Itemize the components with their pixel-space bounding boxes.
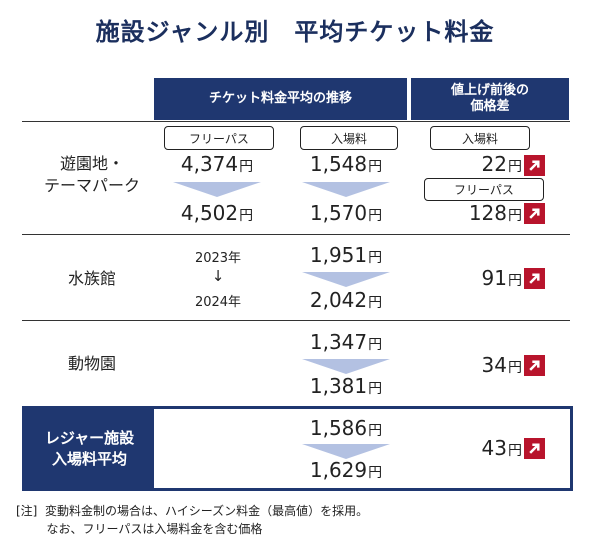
aquarium-2024: 2,042円	[309, 288, 383, 312]
aquarium-diff: 91円	[481, 266, 522, 290]
year-2023: 2023年	[194, 251, 242, 266]
row-label-aquarium: 水族館	[67, 269, 116, 288]
down-arrow-shape	[302, 359, 390, 374]
row-separator	[22, 320, 570, 321]
park-free-pass-2023: 4,374円	[180, 152, 254, 176]
row-label-leisure-average: レジャー施設 入場料平均	[25, 409, 154, 488]
park-admission-diff: 22円	[481, 152, 522, 176]
footnote-line-1: [注] 変動料金制の場合は、ハイシーズン料金（最高値）を採用。	[16, 504, 369, 518]
zoo-2024: 1,381円	[309, 374, 383, 398]
down-arrow-shape	[302, 182, 390, 197]
arrow-up-right-icon	[524, 438, 545, 459]
row-label-zoo: 動物園	[67, 354, 116, 373]
row-label-amusement-park: 遊園地・ テーマパーク	[43, 154, 140, 195]
average-diff: 43円	[481, 436, 522, 460]
down-arrow-icon: ↓	[211, 267, 225, 285]
pill-admission-diff: 入場料	[430, 126, 530, 150]
average-2024: 1,629円	[309, 458, 383, 482]
arrow-up-right-icon	[524, 355, 545, 376]
header-price-diff: 値上げ前後の 価格差	[411, 78, 569, 120]
arrow-up-right-icon	[524, 155, 545, 176]
footnote-line-2: なお、フリーパスは入場料金を含む価格	[16, 522, 263, 536]
park-admission-2024: 1,570円	[309, 201, 383, 225]
down-arrow-shape	[173, 182, 261, 197]
down-arrow-shape	[302, 272, 390, 287]
aquarium-2023: 1,951円	[309, 243, 383, 267]
row-separator	[22, 121, 570, 122]
year-2024: 2024年	[194, 295, 242, 310]
zoo-diff: 34円	[481, 353, 522, 377]
park-free-pass-2024: 4,502円	[180, 201, 254, 225]
arrow-up-right-icon	[524, 268, 545, 289]
average-row-box	[22, 406, 573, 491]
header-trend: チケット料金平均の推移	[154, 78, 407, 120]
pill-free-pass-diff: フリーパス	[424, 178, 544, 201]
park-free-pass-diff: 128円	[468, 201, 522, 225]
zoo-2023: 1,347円	[309, 330, 383, 354]
average-2023: 1,586円	[309, 416, 383, 440]
row-separator	[22, 234, 570, 235]
pill-admission: 入場料	[300, 126, 398, 150]
down-arrow-shape	[302, 444, 390, 459]
pill-free-pass: フリーパス	[164, 126, 274, 150]
park-admission-2023: 1,548円	[309, 152, 383, 176]
arrow-up-right-icon	[524, 203, 545, 224]
page-title: 施設ジャンル別 平均チケット料金	[95, 18, 495, 46]
